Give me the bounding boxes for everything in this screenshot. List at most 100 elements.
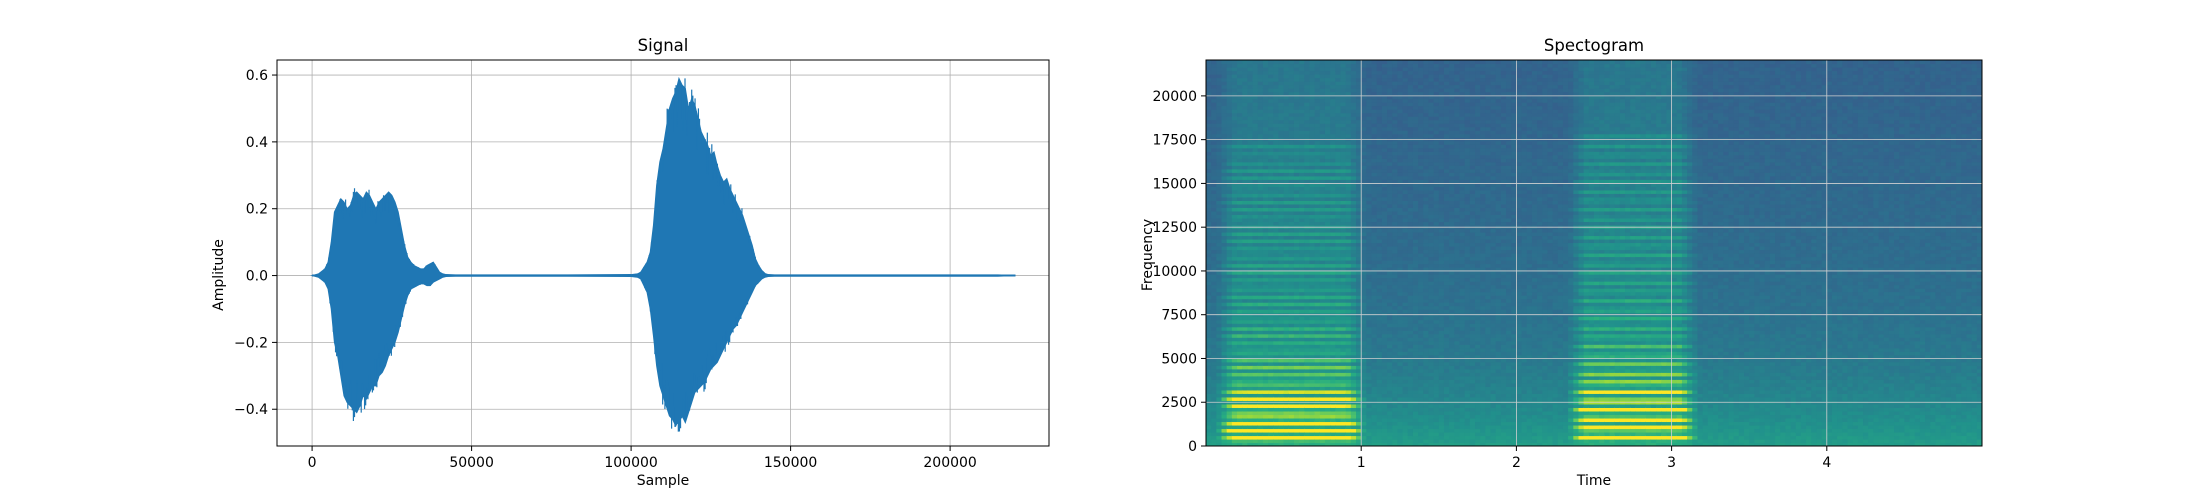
spectrogram-cell	[1335, 228, 1342, 233]
spectrogram-cell	[1257, 161, 1264, 166]
spectrogram-cell	[1366, 210, 1373, 215]
spectrogram-cell	[1324, 172, 1331, 177]
spectrogram-cell	[1412, 309, 1419, 314]
spectrogram-cell	[1283, 354, 1290, 359]
spectrogram-cell	[1206, 231, 1212, 237]
spectrogram-cell	[1288, 235, 1295, 240]
spectrogram-cell	[1335, 410, 1342, 416]
spectrogram-cell	[1226, 442, 1233, 446]
spectrogram-cell	[1433, 144, 1440, 149]
spectrogram-cell	[1216, 284, 1223, 289]
spectrogram-cell	[1262, 210, 1269, 215]
spectrogram-cell	[1226, 260, 1233, 265]
spectrogram-cell	[1299, 302, 1305, 307]
spectrogram-cell	[1324, 249, 1331, 254]
spectrogram-cell	[1278, 389, 1285, 394]
spectrogram-cell	[1418, 210, 1424, 215]
spectrogram-cell	[1381, 431, 1388, 437]
spectrogram-cell	[1418, 193, 1424, 198]
spectrogram-cell	[1418, 396, 1424, 401]
spectrogram-cell	[1319, 217, 1326, 223]
spectrogram-cell	[1314, 81, 1321, 86]
spectrogram-cell	[1423, 130, 1430, 135]
spectrogram-cell	[1433, 393, 1440, 398]
spectrogram-cell	[1299, 165, 1305, 170]
spectrogram-cell	[1418, 438, 1424, 444]
spectrogram-cell	[1366, 186, 1373, 191]
spectrogram-cell	[1299, 228, 1305, 233]
spectrogram-cell	[1314, 60, 1321, 65]
spectrogram-cell	[1268, 161, 1274, 166]
spectrogram-cell	[1226, 389, 1233, 394]
spectrogram-cell	[1304, 158, 1311, 163]
spectrogram-cell	[1335, 414, 1342, 419]
spectrogram-cell	[1387, 154, 1393, 159]
spectrogram-cell	[1371, 302, 1378, 307]
spectrogram-cell	[1345, 424, 1352, 430]
spectrogram-cell	[1293, 431, 1300, 437]
spectrogram-cell	[1423, 256, 1430, 261]
spectrogram-cell	[1324, 414, 1331, 419]
spectrogram-cell	[1257, 393, 1264, 398]
spectrogram-cell	[1268, 263, 1274, 268]
spectrogram-cell	[1366, 386, 1373, 391]
spectrogram-cell	[1381, 74, 1388, 79]
spectrogram-cell	[1319, 368, 1326, 373]
spectrogram-cell	[1268, 102, 1274, 107]
spectrogram-cell	[1407, 396, 1414, 401]
spectrogram-cell	[1262, 379, 1269, 384]
spectrogram-cell	[1206, 144, 1212, 149]
spectrogram-cell	[1376, 323, 1383, 328]
spectrogram-cell	[1299, 424, 1305, 430]
spectrogram-cell	[1397, 354, 1404, 359]
spectrogram-cell	[1216, 330, 1223, 335]
spectrogram-cell	[1335, 238, 1342, 244]
spectrogram-cell	[1283, 105, 1290, 110]
spectrogram-cell	[1262, 260, 1269, 265]
spectrogram-cell	[1330, 221, 1336, 226]
spectrogram-cell	[1345, 410, 1352, 416]
spectrogram-cell	[1268, 354, 1274, 359]
spectrogram-cell	[1340, 253, 1347, 258]
spectrogram-cell	[1237, 302, 1243, 307]
spectrogram-cell	[1252, 351, 1259, 356]
spectrogram-cell	[1221, 126, 1228, 131]
spectrogram-cell	[1216, 154, 1223, 159]
spectrogram-cell	[1211, 407, 1217, 412]
spectrogram-cell	[1345, 210, 1352, 215]
spectrogram-cell	[1376, 196, 1383, 201]
spectrogram-cell	[1226, 91, 1233, 96]
spectrogram-cell	[1345, 151, 1352, 156]
spectrogram-cell	[1371, 105, 1378, 110]
spectrogram-cell	[1387, 102, 1393, 107]
spectrogram-cell	[1221, 267, 1228, 272]
spectrogram-cell	[1407, 172, 1414, 177]
spectrogram-cell	[1273, 323, 1280, 328]
spectrogram-cell	[1319, 428, 1326, 433]
spectrogram-cell	[1299, 182, 1305, 187]
spectrogram-cell	[1418, 421, 1424, 426]
spectrogram-cell	[1237, 231, 1243, 237]
spectrogram-cell	[1288, 382, 1295, 387]
spectrogram-cell	[1402, 67, 1409, 72]
spectrogram-cell	[1299, 267, 1305, 272]
spectrogram-cell	[1268, 344, 1274, 349]
spectrogram-cell	[1247, 147, 1254, 152]
spectrogram-cell	[1366, 77, 1373, 82]
spectrogram-cell	[1237, 288, 1243, 293]
spectrogram-cell	[1366, 361, 1373, 366]
spectrogram-cell	[1309, 158, 1316, 163]
spectrogram-cell	[1402, 344, 1409, 349]
spectrogram-cell	[1319, 340, 1326, 345]
spectrogram-cell	[1330, 379, 1336, 384]
spectrogram-cell	[1231, 151, 1238, 156]
spectrogram-cell	[1371, 323, 1378, 328]
spectrogram-cell	[1356, 351, 1362, 356]
spectrogram-cell	[1397, 70, 1404, 75]
spectrogram-cell	[1211, 221, 1217, 226]
spectrogram-cell	[1387, 344, 1393, 349]
spectrogram-cell	[1237, 140, 1243, 145]
spectrogram-cell	[1252, 228, 1259, 233]
spectrogram-cell	[1268, 403, 1274, 408]
spectrogram-cell	[1324, 396, 1331, 401]
